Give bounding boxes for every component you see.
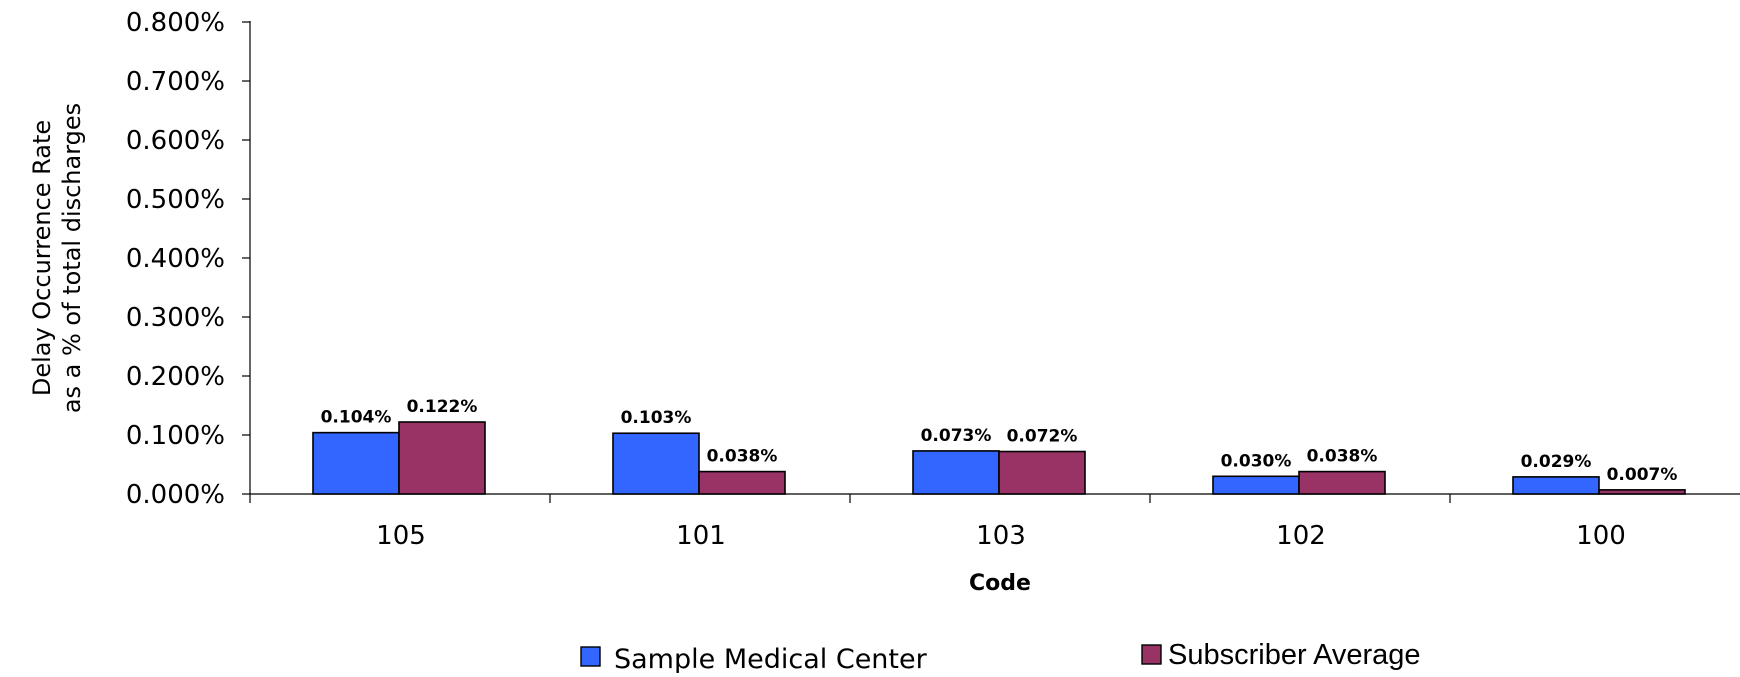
x-tick-labels: 105 101 103 102 100 [376,521,1626,551]
data-label: 0.038% [707,447,778,467]
bar [398,421,486,495]
data-label: 0.072% [1007,427,1078,447]
y-tick-label: 0.500% [126,185,225,215]
y-tick-label: 0.600% [126,126,225,156]
data-label: 0.029% [1521,452,1592,472]
x-tick-label: 101 [676,521,726,551]
bars [312,421,1686,495]
legend-label: Sample Medical Center [614,644,928,673]
legend: Sample Medical Center Subscriber Average [580,639,1421,675]
bar [312,431,400,495]
data-labels: 0.104% 0.122% 0.103% 0.038% 0.073% 0.072% 0.03… [321,397,1678,485]
y-axis-title-line: as a % of total discharges [58,103,86,413]
y-axis-title: Delay Occurrence Rate as a % of total dis… [28,103,86,413]
bar [698,470,786,495]
x-axis-title: Code [969,571,1031,596]
bar [1298,470,1386,495]
y-tick-label: 0.800% [126,8,225,38]
bar [1598,489,1686,495]
y-axis-title-line: Delay Occurrence Rate [28,120,56,396]
bar [1512,476,1600,495]
legend-label: Subscriber Average [1168,639,1421,671]
x-tick-label: 100 [1576,521,1626,551]
y-tick-label: 0.100% [126,421,225,451]
bar [998,450,1086,495]
data-label: 0.030% [1221,451,1292,471]
legend-swatch [1141,644,1162,665]
x-tick-label: 102 [1276,521,1326,551]
data-label: 0.103% [621,408,692,428]
y-tick-labels: 0.000% 0.100% 0.200% 0.300% 0.400% 0.500% 0.60… [126,8,225,510]
bar [912,450,1000,495]
data-label: 0.122% [407,397,478,417]
x-tick-label: 103 [976,521,1026,551]
y-tick-label: 0.200% [126,362,225,392]
y-tick-label: 0.400% [126,244,225,274]
legend-swatch [580,646,601,667]
y-tick-label: 0.700% [126,67,225,97]
data-label: 0.104% [321,408,392,428]
data-label: 0.073% [921,426,992,446]
bar [612,432,700,495]
x-tick-label: 105 [376,521,426,551]
bar [1212,475,1300,495]
data-label: 0.007% [1607,465,1678,485]
data-label: 0.038% [1307,447,1378,467]
y-tick-label: 0.000% [126,480,225,510]
y-tick-label: 0.300% [126,303,225,333]
